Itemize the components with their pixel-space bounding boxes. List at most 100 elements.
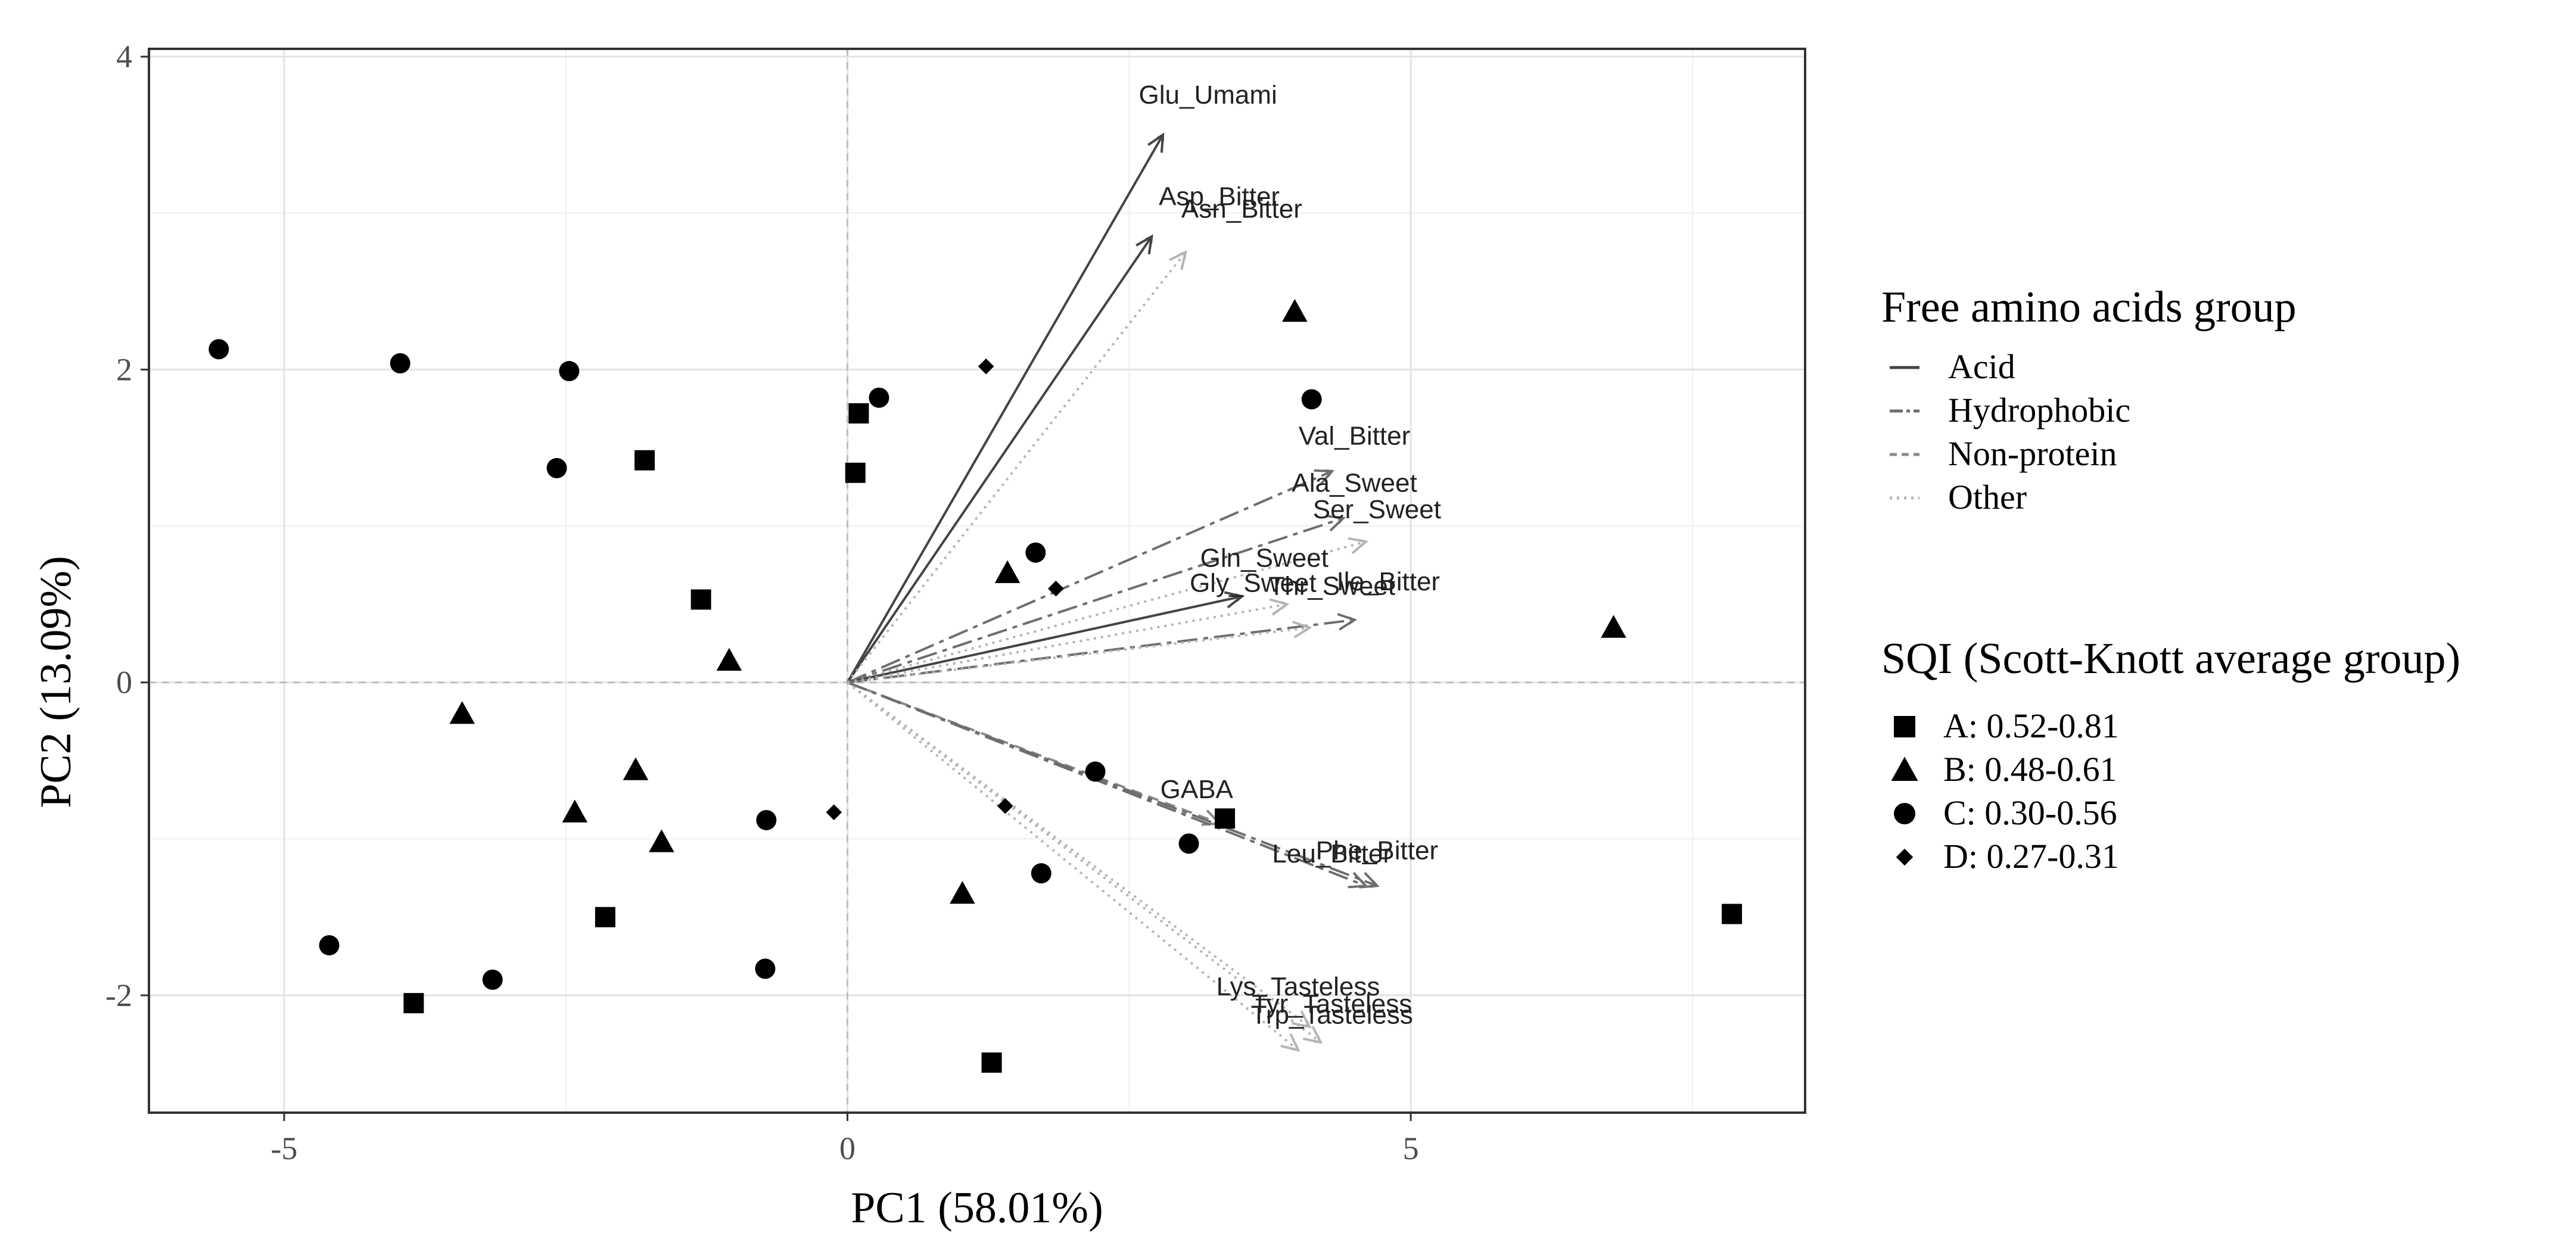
loading-arrow-lys-tasteless	[847, 681, 1309, 1027]
loading-label: Phe_Bitter	[1316, 836, 1438, 865]
x-axis-ticks: -5 0 5	[270, 1113, 1419, 1166]
loading-label: Gln_Sweet	[1200, 543, 1329, 572]
plot-panel	[149, 49, 1805, 1113]
loading-label: Gly_Sweet	[1190, 568, 1317, 597]
score-point-square	[1722, 904, 1743, 924]
legend-sqi-title: SQI (Scott-Knott average group)	[1881, 634, 2460, 683]
loading-arrowhead	[1314, 469, 1334, 486]
score-point-square	[595, 907, 615, 927]
score-point-square	[403, 993, 424, 1014]
loading-label: Thr_Sweet	[1268, 572, 1395, 601]
loading-arrowhead	[1303, 1026, 1323, 1044]
score-point-square	[690, 589, 711, 610]
score-point-circle	[1178, 833, 1199, 854]
loading-arrow-asn-bitter	[846, 252, 1186, 683]
y-tick-label: 2	[116, 351, 132, 387]
loading-arrow-tyr-tasteless	[847, 681, 1321, 1042]
y-tick-label: 4	[116, 39, 132, 74]
legend-sqi-label: C: 0.30-0.56	[1943, 793, 2117, 832]
loading-label: Tyr_Tasteless	[1252, 989, 1412, 1019]
loading-label: Asn_Bitter	[1181, 195, 1302, 224]
score-point-circle	[559, 361, 580, 382]
loading-arrowhead	[1280, 1033, 1301, 1052]
loading-label: Glu_Umami	[1139, 80, 1277, 110]
loading-label: Ile_Bitter	[1336, 567, 1440, 596]
score-point-triangle	[950, 881, 975, 904]
x-tick-label: -5	[270, 1131, 297, 1166]
loading-arrowhead	[1292, 621, 1312, 639]
loading-arrowhead	[1224, 591, 1245, 609]
loading-label: Val_Bitter	[1299, 421, 1411, 450]
loading-arrow-thr-sweet	[847, 628, 1309, 684]
score-point-triangle	[994, 560, 1021, 583]
loading-label: GABA	[1161, 775, 1234, 804]
loading-arrow-ile-bitter	[847, 620, 1355, 684]
legend-vector-label: Acid	[1948, 347, 2015, 386]
axes: -5 0 5 -2 0 2 4 PC1 (58.01%) PC2 (13.09%)	[32, 39, 1419, 1232]
score-point-circle	[1025, 542, 1046, 563]
loading-label: Lys_Tasteless	[1217, 972, 1380, 1001]
loading-label: Trp_Tasteless	[1251, 1000, 1413, 1029]
legend-vector-label: Hydrophobic	[1948, 391, 2130, 429]
y-axis-ticks: -2 0 2 4	[105, 39, 149, 1013]
legend-symbol-circle	[1894, 803, 1915, 824]
score-point-triangle	[562, 799, 588, 823]
loading-label: Leu_Bitter	[1272, 839, 1392, 868]
x-tick-label: 5	[1403, 1131, 1419, 1166]
loading-arrow-asp-bitter	[846, 236, 1152, 683]
loading-arrowhead	[1348, 871, 1368, 889]
legend-sqi-label: D: 0.27-0.31	[1943, 837, 2119, 876]
score-point-square	[981, 1052, 1002, 1073]
score-point-circle	[482, 969, 503, 990]
loading-arrow-val-bitter	[847, 471, 1332, 684]
score-point-circle	[869, 387, 889, 408]
loading-label: Ser_Sweet	[1313, 495, 1441, 524]
loading-arrow-gln-sweet	[847, 596, 1242, 684]
loading-arrowhead	[1135, 234, 1153, 255]
score-point-circle	[319, 935, 340, 955]
score-point-diamond	[1048, 580, 1064, 597]
reference-lines	[149, 49, 1805, 1113]
x-axis-title: PC1 (58.01%)	[851, 1184, 1103, 1232]
loading-label: Ala_Sweet	[1292, 468, 1417, 497]
score-point-circle	[1085, 761, 1106, 782]
loading-arrowhead	[1147, 132, 1165, 153]
y-tick-label: 0	[116, 665, 132, 700]
loading-arrowhead	[1169, 250, 1187, 270]
y-axis-title: PC2 (13.09%)	[32, 556, 80, 808]
legend-vector-group: Free amino acids group Acid Hydrophobic No…	[1881, 283, 2297, 516]
score-point-diamond	[978, 358, 994, 375]
legend-symbol-square	[1894, 716, 1915, 737]
score-point-circle	[756, 809, 777, 830]
score-point-circle	[390, 353, 410, 373]
score-point-circle	[755, 958, 776, 979]
score-point-circle	[546, 457, 567, 478]
legend-symbol-diamond	[1896, 848, 1914, 866]
score-point-square	[634, 450, 655, 471]
loading-arrow-glu-umami	[846, 135, 1163, 683]
score-points	[209, 298, 1743, 1073]
score-point-square	[845, 462, 866, 483]
score-point-triangle	[716, 647, 742, 671]
score-point-circle	[209, 339, 229, 360]
x-tick-label: 0	[839, 1131, 855, 1166]
score-point-triangle	[449, 701, 475, 724]
loading-arrowhead	[1337, 613, 1358, 631]
legend-vector-label: Non-protein	[1948, 434, 2117, 473]
score-point-circle	[1301, 389, 1322, 410]
score-point-square	[848, 403, 869, 424]
loading-arrowhead	[1348, 537, 1368, 555]
loading-vectors	[846, 132, 1380, 1052]
loading-arrow-gly-sweet	[847, 604, 1287, 684]
legend-vector-title: Free amino acids group	[1881, 283, 2297, 332]
legend-vector-label: Other	[1948, 478, 2027, 516]
loading-arrow-ala-sweet	[847, 518, 1343, 684]
score-point-square	[1215, 808, 1236, 829]
loading-arrowhead	[1325, 515, 1346, 532]
loading-arrow-leu-bitter	[847, 681, 1366, 886]
loading-label: Asp_Bitter	[1159, 182, 1280, 211]
legend-sqi-label: A: 0.52-0.81	[1943, 706, 2119, 745]
loading-arrowhead	[1269, 598, 1290, 616]
legend-symbol-triangle	[1891, 756, 1918, 781]
